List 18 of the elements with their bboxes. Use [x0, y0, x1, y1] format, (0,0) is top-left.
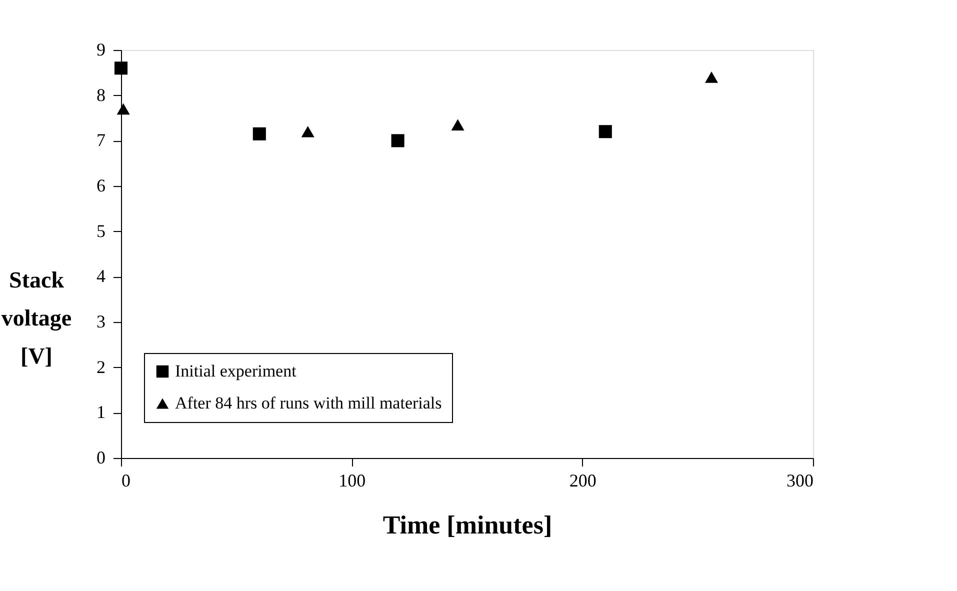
y-tick-label: 0: [96, 448, 106, 468]
x-tick-label: 300: [786, 470, 814, 490]
x-tick-label: 0: [122, 470, 130, 490]
y-tick-label: 8: [96, 84, 106, 105]
y-tick-label: 4: [96, 266, 106, 286]
x-axis-title: Time [minutes]: [382, 510, 552, 540]
y-tick-label: 5: [96, 220, 106, 241]
legend-label: Initial experiment: [175, 362, 297, 380]
y-tick-label: 9: [96, 40, 106, 60]
y-tick-label: 6: [96, 176, 106, 196]
y-tick-label: 1: [96, 402, 106, 422]
y-axis-title: Stack voltage [V]: [1, 268, 72, 368]
x-tick-label: 100: [338, 470, 366, 490]
x-tick-label: 200: [569, 470, 596, 490]
legend-label: After 84 hrs of runs with mill materials: [175, 394, 442, 412]
y-tick-label: 2: [96, 356, 106, 377]
y-tick-label: 3: [96, 312, 106, 332]
y-tick-label: 7: [96, 130, 106, 150]
